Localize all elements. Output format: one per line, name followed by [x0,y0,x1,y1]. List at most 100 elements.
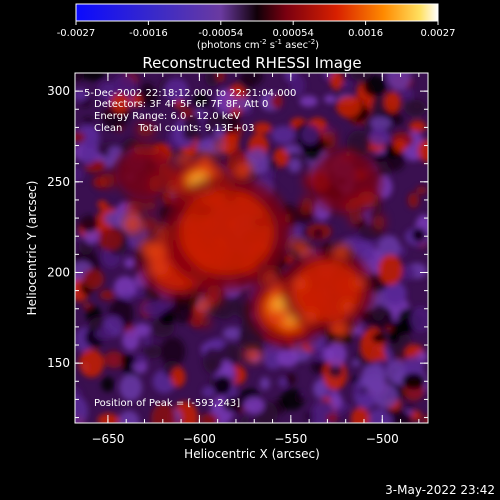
emission-filament [194,298,211,314]
texture-blob [253,122,272,134]
texture-blob [285,372,296,386]
texture-blob [142,344,162,359]
emission-filament [343,201,362,213]
emission-filament [216,140,228,154]
axis-ticks: −650 −600 −550 −500 150 200 250 300 [47,72,428,446]
texture-blob [79,349,104,378]
texture-blob [416,186,428,195]
texture-blob [108,146,123,162]
texture-blob [352,386,367,395]
annotation-detectors: Detectors: 3F 4F 5F 6F 7F 8F, Att 0 [94,99,269,110]
texture-blob [341,80,352,89]
texture-blob [79,215,99,233]
emission-filament [330,321,350,340]
texture-blob [324,94,336,104]
annotation-clean: Clean Total counts: 9.13E+03 [94,123,255,134]
emission-filament [332,244,351,259]
texture-blob [239,416,250,423]
texture-blob [91,159,106,172]
texture-blob [299,95,318,107]
emission-filament [303,172,313,191]
texture-blob [75,396,89,423]
texture-blob [79,143,97,166]
texture-blob [313,228,323,238]
colorbar-tick-label: -0.0016 [129,28,168,39]
texture-blob [213,127,225,141]
emission-filament [304,311,317,324]
texture-blob [82,269,104,290]
texture-blob [97,200,108,209]
emission-filament [341,149,355,159]
texture-blob [194,92,209,109]
texture-blob [350,241,375,263]
texture-blob [300,124,320,145]
texture-blob [313,349,325,362]
texture-blob [141,300,167,317]
emission-filament [147,249,165,263]
texture-blob [296,394,305,403]
emission-filament [369,194,379,208]
texture-blob [371,332,387,344]
emission-filament [292,277,307,290]
texture-blob [151,403,176,423]
emission-filament [158,162,173,177]
texture-blob [360,327,386,362]
emission-filament [283,211,293,226]
texture-blob [371,303,385,322]
emission-filament [173,153,193,163]
texture-blob [393,139,407,153]
plot-title: Reconstructed RHESSI Image [142,54,361,72]
texture-blob [241,73,264,87]
emission-filament [199,317,211,328]
emission-filament [143,217,158,232]
emission-filament [322,129,336,150]
emission-filament [189,189,206,201]
texture-blob [113,276,137,299]
texture-blob [81,125,100,149]
emission-filament [252,217,269,227]
emission-filament [126,200,143,215]
texture-blob [82,302,92,309]
texture-blob [75,131,86,143]
emission-filament [298,204,313,216]
texture-blob [121,354,136,366]
texture-blob [389,329,400,344]
colorbar-tick-label: 0.00054 [273,28,314,39]
texture-blob [215,73,226,83]
texture-blob [405,403,415,411]
texture-blob [422,414,428,423]
texture-blob [159,311,175,326]
texture-blob [377,235,401,260]
x-tick-label: −500 [366,432,399,446]
texture-blob [99,289,115,301]
x-tick-label: −600 [183,432,216,446]
texture-blob [122,292,134,301]
texture-blob [326,413,338,423]
texture-blob [83,117,93,124]
texture-blob [215,88,235,114]
texture-blob [196,139,218,155]
emission-filament [196,153,214,172]
texture-blob [410,306,428,333]
texture-blob [417,139,428,162]
texture-blob [83,228,100,244]
texture-blob [202,386,215,398]
texture-blob [407,192,420,209]
texture-blob [97,228,123,251]
emission-filament [173,179,189,189]
colorbar-tick-label: 0.0016 [348,28,383,39]
texture-blob [124,257,136,269]
texture-blob [243,396,265,415]
texture-blob [336,95,362,118]
emission-filament [149,262,169,276]
emission-filament [135,123,156,137]
texture-blob [238,329,260,350]
emission-filament [234,161,253,178]
texture-blob [110,93,130,114]
texture-blob [81,73,105,81]
texture-blob [384,91,401,113]
texture-blob [111,74,137,100]
texture-blob [141,90,159,108]
texture-blob [360,391,372,405]
